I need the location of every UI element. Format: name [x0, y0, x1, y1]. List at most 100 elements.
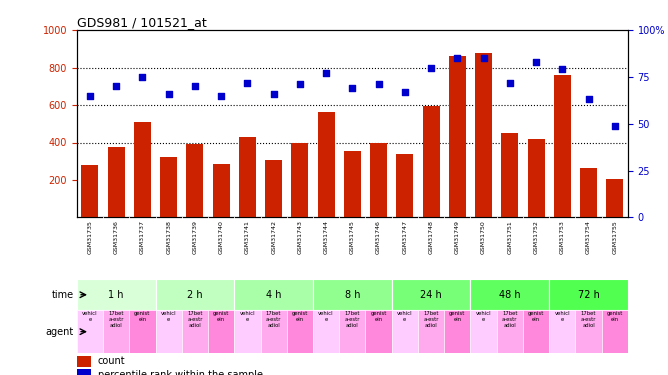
Bar	[103, 310, 130, 353]
Text: GSM31737: GSM31737	[140, 220, 145, 254]
Text: genist
ein: genist ein	[371, 311, 387, 322]
Bar	[234, 310, 261, 353]
Point	[242, 80, 253, 86]
Text: genist
ein: genist ein	[607, 311, 623, 322]
Text: 24 h: 24 h	[420, 290, 442, 300]
Point	[373, 81, 384, 87]
Bar	[208, 310, 234, 353]
Bar	[156, 310, 182, 353]
Bar	[291, 144, 309, 218]
Bar	[77, 369, 91, 375]
Point	[557, 66, 568, 72]
Text: genist
ein: genist ein	[528, 311, 544, 322]
Text: GSM31749: GSM31749	[455, 220, 460, 254]
Text: GSM31736: GSM31736	[114, 220, 119, 254]
Text: vehicl
e: vehicl e	[319, 311, 334, 322]
Bar	[607, 179, 623, 218]
Bar	[234, 279, 313, 310]
Point	[426, 64, 436, 70]
Bar	[287, 310, 313, 353]
Text: GSM31750: GSM31750	[481, 220, 486, 254]
Bar	[77, 279, 156, 310]
Text: percentile rank within the sample: percentile rank within the sample	[98, 370, 263, 375]
Point	[583, 96, 594, 102]
Point	[452, 55, 463, 61]
Point	[609, 123, 620, 129]
Bar	[602, 310, 628, 353]
Point	[85, 93, 96, 99]
Point	[163, 91, 174, 97]
Text: GSM31753: GSM31753	[560, 220, 565, 254]
Bar	[580, 168, 597, 217]
Bar	[554, 75, 571, 217]
Point	[399, 89, 410, 95]
Text: 2 h: 2 h	[187, 290, 202, 300]
Text: agent: agent	[45, 327, 73, 337]
Text: 1 h: 1 h	[108, 290, 124, 300]
Point	[137, 74, 148, 80]
Bar	[528, 139, 544, 218]
Bar	[470, 310, 497, 353]
Bar	[418, 310, 444, 353]
Text: GSM31741: GSM31741	[245, 220, 250, 254]
Text: vehicl
e: vehicl e	[161, 311, 176, 322]
Bar	[523, 310, 549, 353]
Text: GSM31743: GSM31743	[297, 220, 303, 254]
Text: GSM31742: GSM31742	[271, 220, 276, 254]
Bar	[77, 356, 91, 367]
Bar	[391, 310, 418, 353]
Bar	[130, 310, 156, 353]
Point	[347, 85, 358, 91]
Bar	[339, 310, 365, 353]
Bar	[549, 279, 628, 310]
Bar	[261, 310, 287, 353]
Text: GDS981 / 101521_at: GDS981 / 101521_at	[77, 16, 206, 29]
Bar	[182, 310, 208, 353]
Text: 17bet
a-estr
adiol: 17bet a-estr adiol	[187, 311, 202, 328]
Bar	[396, 154, 413, 218]
Bar	[81, 165, 98, 218]
Bar	[156, 279, 234, 310]
Text: 17bet
a-estr
adiol: 17bet a-estr adiol	[580, 311, 597, 328]
Text: 72 h: 72 h	[578, 290, 599, 300]
Bar	[313, 279, 391, 310]
Text: vehicl
e: vehicl e	[476, 311, 492, 322]
Point	[190, 83, 200, 89]
Bar	[470, 279, 549, 310]
Bar	[423, 106, 440, 218]
Text: GSM31747: GSM31747	[402, 220, 407, 254]
Text: GSM31748: GSM31748	[429, 220, 434, 254]
Text: vehicl
e: vehicl e	[554, 311, 570, 322]
Text: genist
ein: genist ein	[292, 311, 308, 322]
Bar	[108, 147, 125, 218]
Bar	[344, 151, 361, 217]
Text: count: count	[98, 356, 126, 366]
Text: 17bet
a-estr
adiol: 17bet a-estr adiol	[266, 311, 281, 328]
Bar	[186, 144, 204, 218]
Text: GSM31752: GSM31752	[534, 220, 538, 254]
Bar	[549, 310, 575, 353]
Text: genist
ein: genist ein	[213, 311, 229, 322]
Bar	[444, 310, 470, 353]
Text: GSM31754: GSM31754	[586, 220, 591, 254]
Text: vehicl
e: vehicl e	[82, 311, 98, 322]
Text: 48 h: 48 h	[499, 290, 520, 300]
Bar	[365, 310, 391, 353]
Text: GSM31744: GSM31744	[323, 220, 329, 254]
Bar	[449, 56, 466, 217]
Text: 17bet
a-estr
adiol: 17bet a-estr adiol	[502, 311, 518, 328]
Bar	[134, 122, 151, 218]
Text: GSM31746: GSM31746	[376, 220, 381, 254]
Text: genist
ein: genist ein	[449, 311, 466, 322]
Text: GSM31739: GSM31739	[192, 220, 198, 254]
Point	[478, 55, 489, 61]
Point	[111, 83, 122, 89]
Text: 17bet
a-estr
adiol: 17bet a-estr adiol	[424, 311, 439, 328]
Point	[504, 80, 515, 86]
Bar	[370, 144, 387, 218]
Point	[295, 81, 305, 87]
Text: GSM31735: GSM31735	[88, 220, 92, 254]
Bar	[391, 279, 470, 310]
Bar	[501, 133, 518, 218]
Bar	[212, 164, 230, 218]
